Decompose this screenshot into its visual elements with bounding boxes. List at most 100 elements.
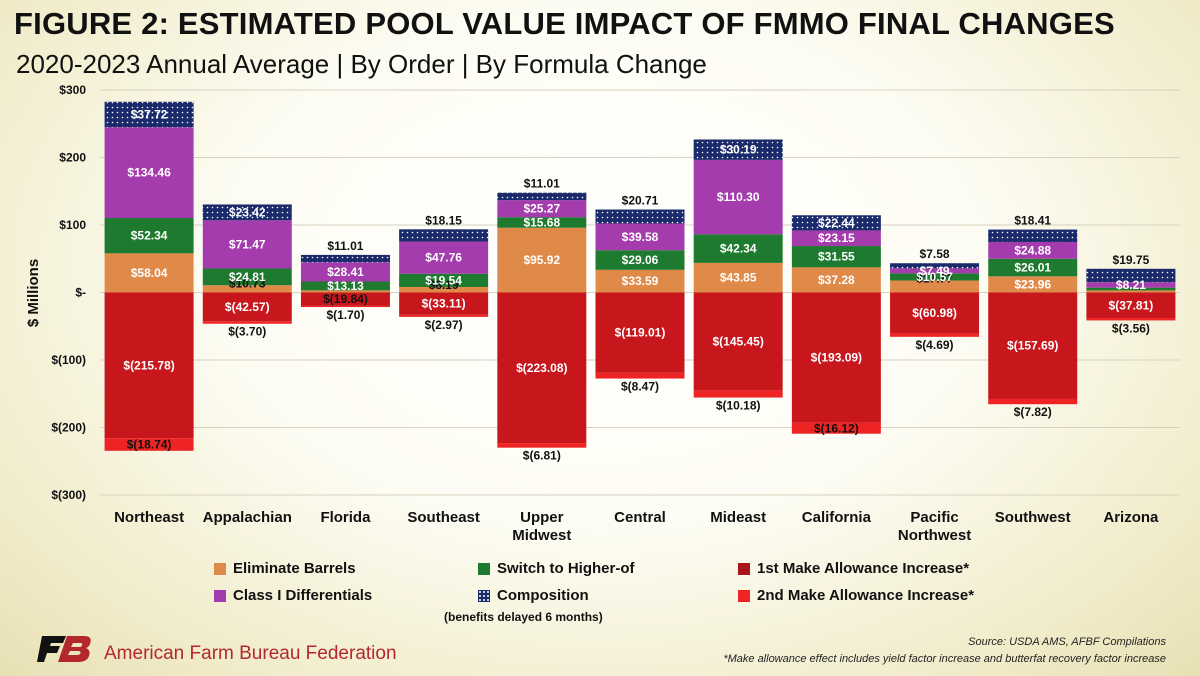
data-label-ma2: $(3.70) <box>228 325 266 339</box>
x-tick-label: Pacific <box>910 509 958 526</box>
data-label-ma2: $(1.70) <box>326 308 364 322</box>
bar-segment-higher <box>1086 287 1176 291</box>
y-axis-label: $ Millions <box>25 259 42 327</box>
data-label-classI: $110.30 <box>717 190 760 204</box>
data-label-composition: $7.58 <box>920 247 950 261</box>
data-label-classI: $28.41 <box>327 265 364 279</box>
data-label-higher: $42.34 <box>720 242 757 256</box>
x-tick-label: Arizona <box>1103 509 1159 526</box>
bar-segment-composition <box>595 209 685 224</box>
bar-segment-higher <box>300 281 390 291</box>
bar-segment-ma1 <box>988 292 1078 399</box>
bar-segment-composition <box>300 254 390 263</box>
data-label-barrels: $95.92 <box>523 253 560 267</box>
data-label-ma1: $(119.01) <box>615 326 666 340</box>
bar-segment-classI <box>1086 282 1176 288</box>
data-label-higher: $15.68 <box>523 215 560 229</box>
data-label-higher: $13.13 <box>327 279 364 293</box>
data-label-higher: $10.57 <box>916 270 953 284</box>
bar-segment-higher <box>890 273 980 281</box>
legend-label: Eliminate Barrels <box>233 560 356 577</box>
bar-segment-ma1 <box>399 292 489 315</box>
bar-segment-barrels <box>988 276 1078 293</box>
data-label-classI: $8.21 <box>1116 278 1146 292</box>
data-label-classI: $71.47 <box>229 237 266 251</box>
data-label-higher: $31.55 <box>818 250 855 264</box>
legend-label: Switch to Higher-of <box>497 560 635 577</box>
bar-segment-classI <box>988 241 1078 259</box>
bar-segment-classI <box>202 220 292 269</box>
source-note: Source: USDA AMS, AFBF Compilations <box>968 636 1166 648</box>
data-label-classI: $7.49 <box>920 264 950 278</box>
organization-name: American Farm Bureau Federation <box>104 643 397 664</box>
chart-title: FIGURE 2: ESTIMATED POOL VALUE IMPACT OF… <box>14 6 1115 41</box>
data-label-barrels: $37.28 <box>818 273 855 287</box>
chart-subtitle: 2020-2023 Annual Average | By Order | By… <box>16 49 707 79</box>
farm-bureau-logo-icon <box>37 636 91 662</box>
y-tick-label: $(100) <box>51 353 86 367</box>
bar-segment-higher <box>988 258 1078 277</box>
y-tick-label: $300 <box>59 83 86 97</box>
data-label-barrels: $23.96 <box>1014 277 1051 291</box>
data-label-ma2: $(6.81) <box>523 449 561 463</box>
data-label-composition: $19.75 <box>1113 253 1150 267</box>
x-tick-label: California <box>802 509 872 526</box>
data-label-ma1: $(37.81) <box>1109 298 1154 312</box>
bar-segment-barrels <box>791 267 881 293</box>
data-label-higher: $19.54 <box>425 273 462 287</box>
bar-segment-composition <box>890 263 980 269</box>
bar-segment-ma2 <box>693 390 783 398</box>
x-tick-label: Florida <box>320 509 371 526</box>
data-label-barrels: $17.77 <box>916 272 953 286</box>
data-label-composition: $20.71 <box>622 194 659 208</box>
bar-segment-higher <box>693 234 783 263</box>
bar-segment-higher <box>202 268 292 286</box>
bar-segment-ma1 <box>890 292 980 334</box>
bar-segment-higher <box>791 246 881 268</box>
bar-segment-ma1 <box>595 292 685 373</box>
bar-segment-ma2 <box>202 321 292 324</box>
data-label-composition: $18.41 <box>1014 214 1051 228</box>
bar-segment-barrels <box>497 227 587 293</box>
bar-segment-classI <box>300 262 390 282</box>
data-label-composition: $22.44 <box>818 216 855 230</box>
data-label-classI: $23.15 <box>818 231 855 245</box>
bar-segment-classI <box>693 159 783 235</box>
bar-segment-barrels <box>300 290 390 293</box>
bar-segment-classI <box>399 241 489 274</box>
legend-label: Class I Differentials <box>233 587 373 604</box>
data-label-ma1: $(145.45) <box>712 335 763 349</box>
bar-segment-barrels <box>1086 290 1176 293</box>
data-label-ma2: $(4.69) <box>916 338 954 352</box>
bar-segment-composition <box>791 215 881 231</box>
bar-segment-barrels <box>399 286 489 293</box>
bar-segment-ma2 <box>890 333 980 337</box>
bar-segment-ma2 <box>791 422 881 434</box>
x-tick-label: Southeast <box>407 509 480 526</box>
x-tick-label: Upper <box>520 509 564 526</box>
bar-segment-ma2 <box>595 372 685 379</box>
data-label-ma2: $(10.18) <box>716 399 761 413</box>
bar-segment-ma2 <box>497 443 587 448</box>
legend-swatch-2nd-make-allowance <box>738 589 750 602</box>
data-labels: $58.04 $52.34 $134.46 $37.72 $(215.78) $(18.7… <box>123 108 1153 463</box>
data-label-ma1: $(19.84) <box>323 292 368 306</box>
bar-segment-classI <box>890 268 980 274</box>
bar-segment-higher <box>399 273 489 287</box>
data-label-classI: $39.58 <box>622 230 659 244</box>
x-tick-label: Midwest <box>512 527 571 544</box>
legend-swatch-1st-make-allowance <box>738 562 750 575</box>
data-label-ma1: $(193.09) <box>811 351 862 365</box>
bar-segment-composition <box>1086 268 1176 283</box>
data-label-ma1: $(33.11) <box>422 297 466 311</box>
bar-segment-classI <box>104 127 194 218</box>
bar-segment-composition <box>988 229 1078 242</box>
legend-item-switch-higher-of: Switch to Higher-of <box>478 560 635 577</box>
data-label-ma2: $(18.74) <box>127 437 172 451</box>
data-label-composition: $11.01 <box>524 177 560 191</box>
bar-segment-ma2 <box>1086 318 1176 321</box>
data-label-ma1: $(157.69) <box>1007 339 1058 353</box>
data-label-barrels: $43.85 <box>720 271 757 285</box>
bar-segment-higher <box>104 217 194 254</box>
bar-segment-barrels <box>104 253 194 293</box>
